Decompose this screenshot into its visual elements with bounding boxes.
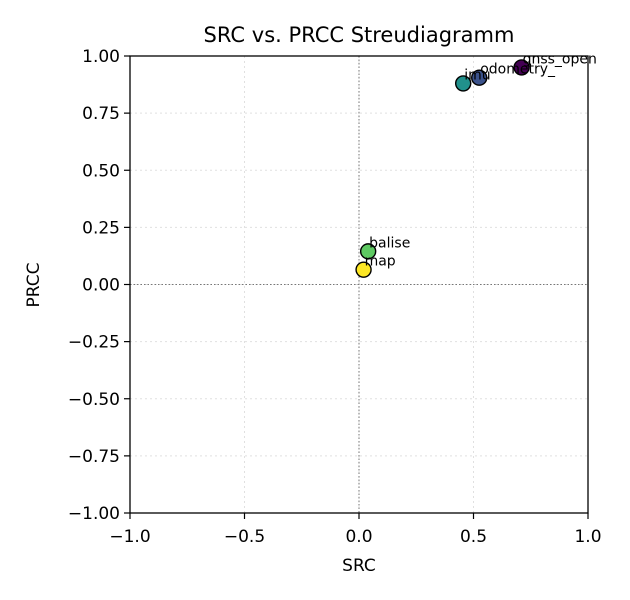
point-label: map [365, 254, 396, 270]
x-tick-label: 0.5 [460, 527, 487, 547]
point-label: gnss_open [523, 51, 597, 67]
y-tick-label: 0.50 [82, 161, 120, 181]
reference-lines [130, 56, 588, 513]
y-tick-label: −0.25 [68, 333, 120, 353]
y-tick-label: −1.00 [68, 504, 120, 524]
x-tick-label: 1.0 [574, 527, 601, 547]
y-tick-label: 1.00 [82, 47, 120, 67]
x-tick-label: −0.5 [224, 527, 265, 547]
scatter-point-map [355, 261, 372, 278]
y-tick-label: −0.75 [68, 447, 120, 467]
point-label: odometry_ [480, 62, 556, 78]
y-tick-label: 0.75 [82, 104, 120, 124]
x-axis-ticks: −1.0 −0.5 0.0 0.5 1.0 [109, 513, 602, 547]
y-tick-label: −0.50 [68, 390, 120, 410]
x-tick-label: 0.0 [345, 527, 372, 547]
y-axis-label: PRCC [24, 263, 44, 308]
scatter-point-odometry- [471, 69, 488, 86]
scatter-point-imu [454, 75, 472, 92]
data-points [355, 59, 530, 278]
chart-title: SRC vs. PRCC Streudiagramm [204, 23, 515, 47]
point-label: imu [464, 67, 490, 83]
point-label: balise [369, 235, 410, 251]
y-tick-label: 0.00 [82, 276, 120, 296]
x-axis-label: SRC [342, 556, 376, 576]
y-tick-label: 0.25 [82, 218, 120, 238]
scatter-point-balise [359, 243, 377, 260]
y-axis-ticks: −1.00 −0.75 −0.50 −0.25 0.00 0.25 0.50 0.75 1.00 [68, 47, 130, 524]
scatter-point-gnss-open [513, 59, 530, 76]
x-tick-label: −1.0 [109, 527, 150, 547]
